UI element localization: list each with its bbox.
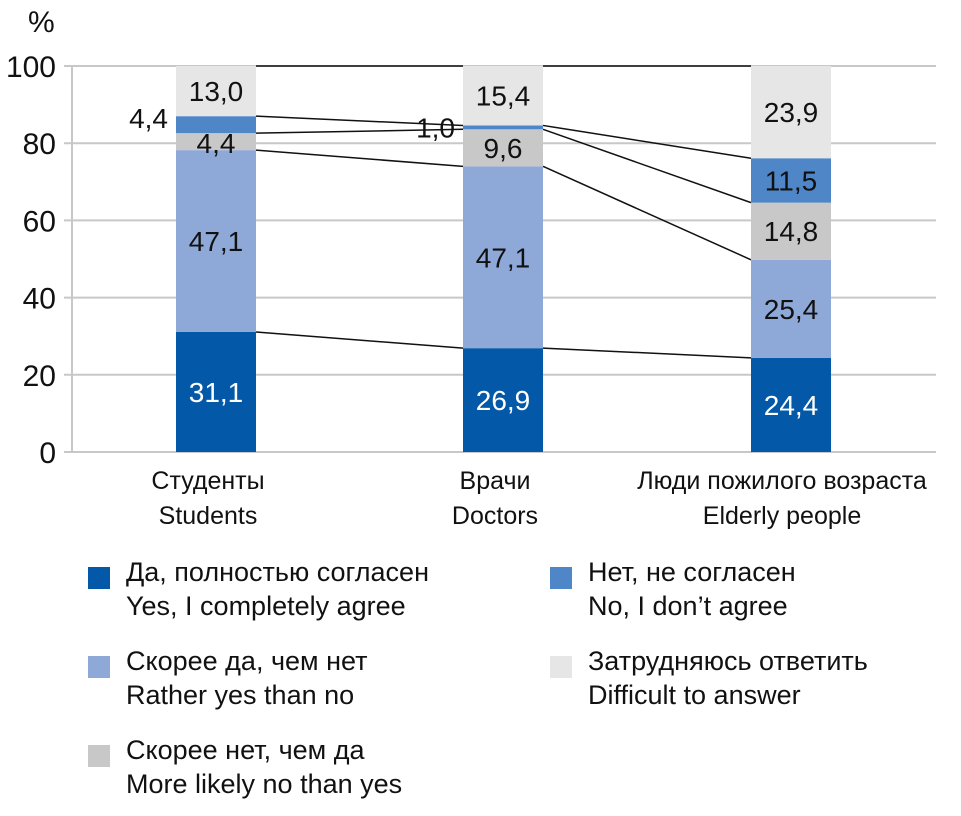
series-connector <box>255 149 464 168</box>
data-label: 26,9 <box>476 385 531 416</box>
y-axis-ticks: 0 20 40 60 80 100 <box>6 51 56 470</box>
category-label-ru: Студенты <box>151 467 264 495</box>
series-connector <box>542 124 752 159</box>
series-connector <box>255 331 464 349</box>
data-label: 4,4 <box>129 103 168 134</box>
series-connector <box>255 128 464 134</box>
category-label-ru: Врачи <box>460 467 531 495</box>
category-label-en: Elderly people <box>703 502 861 530</box>
bar-segment <box>176 116 256 134</box>
legend-swatch <box>88 656 110 678</box>
data-label: 9,6 <box>484 133 523 164</box>
legend-label-en: Difficult to answer <box>588 680 801 710</box>
y-tick-label: 80 <box>23 128 56 161</box>
legend-label-en: More likely no than yes <box>126 769 403 799</box>
bar-segment <box>751 357 831 452</box>
legend-item: Скорее нет, чем да More likely no than ye… <box>88 733 402 801</box>
data-label: 24,4 <box>764 390 819 421</box>
series-connector-lines <box>255 65 752 359</box>
legend-swatch <box>88 745 110 767</box>
bar-segment <box>751 259 831 358</box>
data-label: 47,1 <box>476 242 531 273</box>
legend-swatch <box>550 656 572 678</box>
y-tick-label: 20 <box>23 360 56 393</box>
legend-item: Нет, не согласен No, I don’t agree <box>550 555 796 623</box>
series-connector <box>542 347 752 359</box>
data-label: 47,1 <box>189 226 244 257</box>
data-label: 14,8 <box>764 216 819 247</box>
bar-segment <box>463 66 543 126</box>
legend-label-ru: Скорее да, чем нет <box>126 646 368 676</box>
legend-label-en: No, I don’t agree <box>588 591 788 621</box>
bars: 31,1 26,9 24,4 47,1 47,1 25,4 4,4 9,6 14,8 4,4 1,0… <box>129 66 831 452</box>
legend-swatch <box>550 567 572 589</box>
category-label-ru: Люди пожилого возраста <box>637 467 927 495</box>
data-label: 1,0 <box>416 112 455 143</box>
bar-segment <box>463 348 543 452</box>
bar-segment <box>176 133 256 151</box>
legend-label-ru: Затрудняюсь ответить <box>588 646 868 676</box>
legend-swatch <box>88 567 110 589</box>
y-tick-label: 100 <box>6 51 56 84</box>
legend-label-en: Rather yes than no <box>126 680 355 710</box>
legend-label-en: Yes, I completely agree <box>126 591 406 621</box>
y-tick-label: 60 <box>23 205 56 238</box>
series-connector <box>542 128 752 204</box>
series-connector <box>542 165 752 261</box>
bar-segment <box>463 166 543 349</box>
category-label-en: Students <box>159 502 258 530</box>
data-label: 15,4 <box>476 81 531 112</box>
y-tick-label: 40 <box>23 283 56 316</box>
data-label: 25,4 <box>764 294 819 325</box>
legend-item: Затрудняюсь ответить Difficult to answer <box>550 644 868 712</box>
legend-item: Скорее да, чем нет Rather yes than no <box>88 644 368 712</box>
data-label: 23,9 <box>764 97 819 128</box>
x-axis-category-labels: Студенты Students Врачи Doctors Люди пожилог… <box>151 467 926 530</box>
legend-label-ru: Да, полностью согласен <box>126 557 429 587</box>
data-label: 4,4 <box>197 128 236 159</box>
bar-segment <box>751 158 831 203</box>
legend-item: Да, полностью согласен Yes, I completely … <box>88 555 429 623</box>
bar-segment <box>751 66 831 159</box>
bar-segment <box>176 150 256 332</box>
bar-segment <box>463 125 543 130</box>
legend-label-ru: Скорее нет, чем да <box>126 735 365 765</box>
stacked-bar-chart: % 31,1 26,9 24,4 47,1 47,1 25,4 4,4 9,6 14,8 4,4 1… <box>6 6 936 530</box>
data-label: 13,0 <box>189 76 244 107</box>
category-label-en: Doctors <box>452 502 538 530</box>
bar-segment <box>463 129 543 167</box>
data-label: 11,5 <box>765 165 817 196</box>
data-label: 31,1 <box>189 377 244 408</box>
series-connector <box>255 115 464 127</box>
y-axis-unit-label: % <box>28 6 55 39</box>
legend: Да, полностью согласен Yes, I completely … <box>0 555 961 816</box>
bar-segment <box>751 202 831 260</box>
bar-segment <box>176 66 256 117</box>
y-tick-label: 0 <box>39 437 56 470</box>
bar-segment <box>176 331 256 452</box>
legend-label-ru: Нет, не согласен <box>588 557 796 587</box>
